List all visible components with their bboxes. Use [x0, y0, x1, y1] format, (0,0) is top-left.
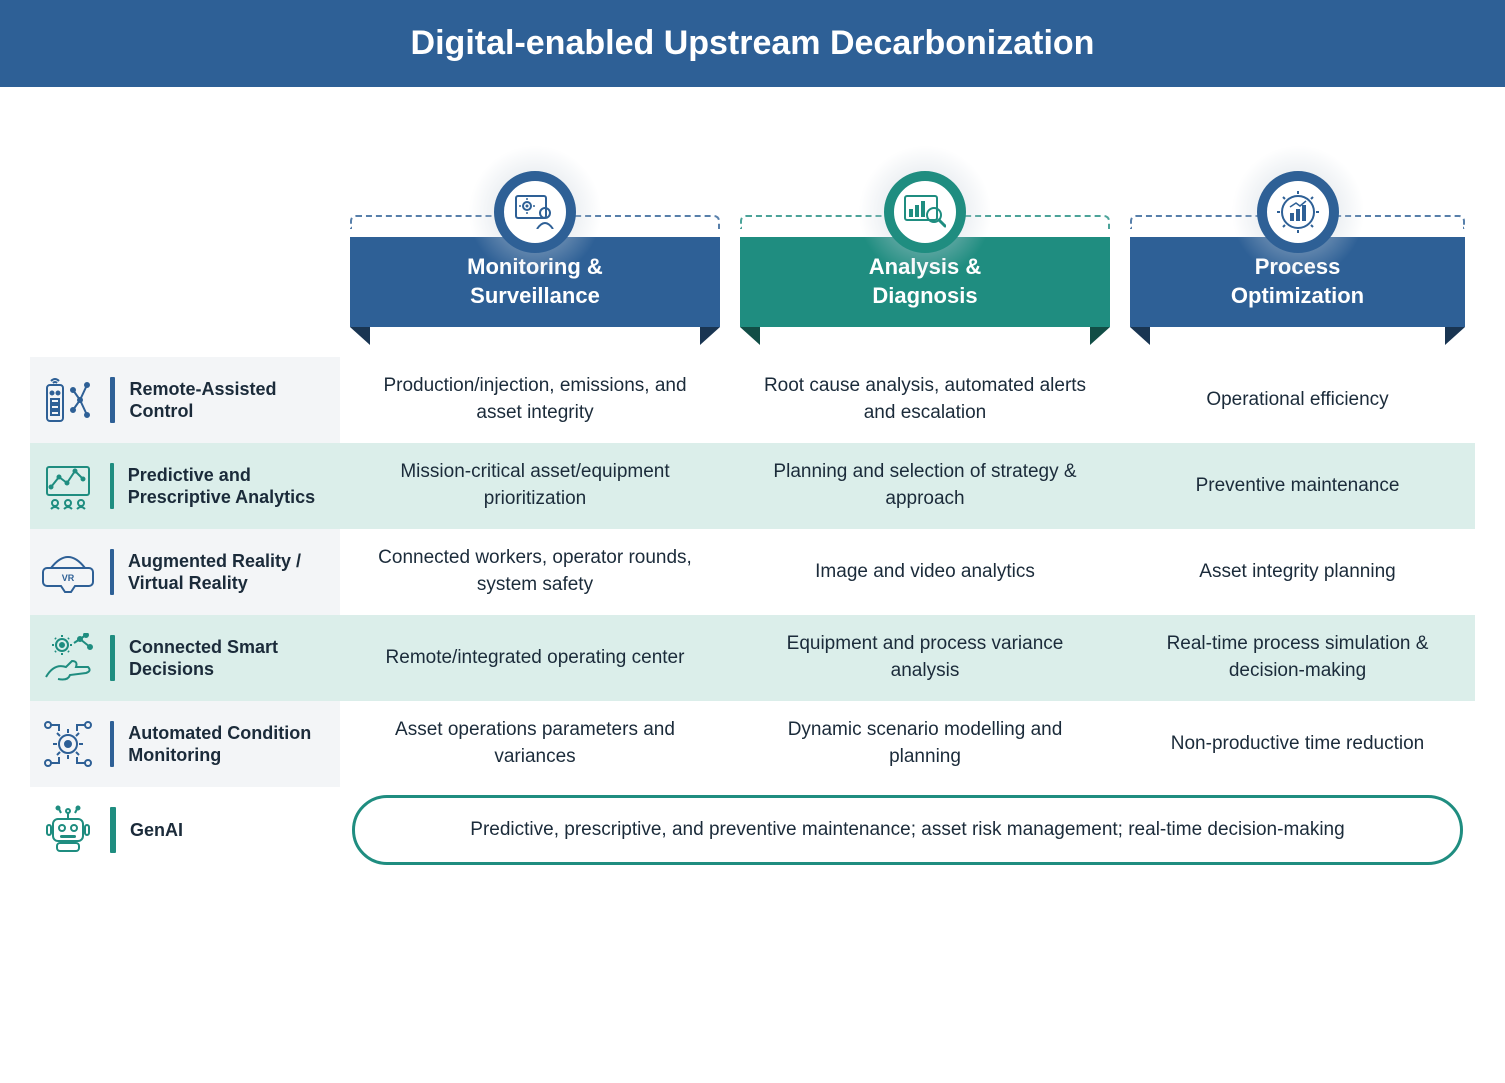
column-header-monitoring: Monitoring & Surveillance — [340, 167, 730, 357]
column-header-process: Process Optimization — [1120, 167, 1475, 357]
row-label-analytics: Predictive and Prescriptive Analytics — [30, 443, 340, 529]
row-label-genai: GenAI — [30, 787, 340, 873]
svg-text:VR: VR — [62, 573, 75, 583]
analytics-lens-icon — [884, 171, 966, 253]
monitor-person-icon — [494, 171, 576, 253]
cell: Equipment and process variance analysis — [730, 615, 1120, 701]
cell: Dynamic scenario modelling and planning — [730, 701, 1120, 787]
grid-spacer — [30, 167, 340, 357]
condition-gear-icon — [40, 716, 96, 772]
cell: Production/injection, emissions, and ass… — [340, 357, 730, 443]
cell: Image and video analytics — [730, 529, 1120, 615]
robot-icon — [40, 802, 96, 858]
cell: Planning and selection of strategy & app… — [730, 443, 1120, 529]
smart-hand-icon — [40, 630, 96, 686]
genai-capabilities: Predictive, prescriptive, and preventive… — [352, 795, 1463, 865]
row-label-remote: Remote-Assisted Control — [30, 357, 340, 443]
cell: Connected workers, operator rounds, syst… — [340, 529, 730, 615]
row-label-text: Connected Smart Decisions — [129, 636, 326, 681]
column-header-analysis: Analysis & Diagnosis — [730, 167, 1120, 357]
cell: Non-productive time reduction — [1120, 701, 1475, 787]
row-label-text: Augmented Reality / Virtual Reality — [128, 550, 326, 595]
cell: Real-time process simulation & decision-… — [1120, 615, 1475, 701]
analytics-icon — [40, 458, 96, 514]
cell: Asset operations parameters and variance… — [340, 701, 730, 787]
row-label-condition: Automated Condition Monitoring — [30, 701, 340, 787]
matrix-grid: Monitoring & Surveillance Analysis & Dia… — [0, 87, 1505, 893]
row-label-text: Remote-Assisted Control — [129, 378, 326, 423]
cell: Operational efficiency — [1120, 357, 1475, 443]
page-title: Digital-enabled Upstream Decarbonization — [0, 0, 1505, 87]
cell: Preventive maintenance — [1120, 443, 1475, 529]
vr-icon: VR — [40, 544, 96, 600]
row-label-text: Automated Condition Monitoring — [128, 722, 326, 767]
gear-chart-icon — [1257, 171, 1339, 253]
row-label-text: GenAI — [130, 819, 183, 842]
cell: Asset integrity planning — [1120, 529, 1475, 615]
row-label-vr: VR Augmented Reality / Virtual Reality — [30, 529, 340, 615]
row-label-smart: Connected Smart Decisions — [30, 615, 340, 701]
cell: Remote/integrated operating center — [340, 615, 730, 701]
row-label-text: Predictive and Prescriptive Analytics — [128, 464, 326, 509]
remote-control-icon — [40, 372, 96, 428]
cell: Root cause analysis, automated alerts an… — [730, 357, 1120, 443]
cell: Mission-critical asset/equipment priorit… — [340, 443, 730, 529]
